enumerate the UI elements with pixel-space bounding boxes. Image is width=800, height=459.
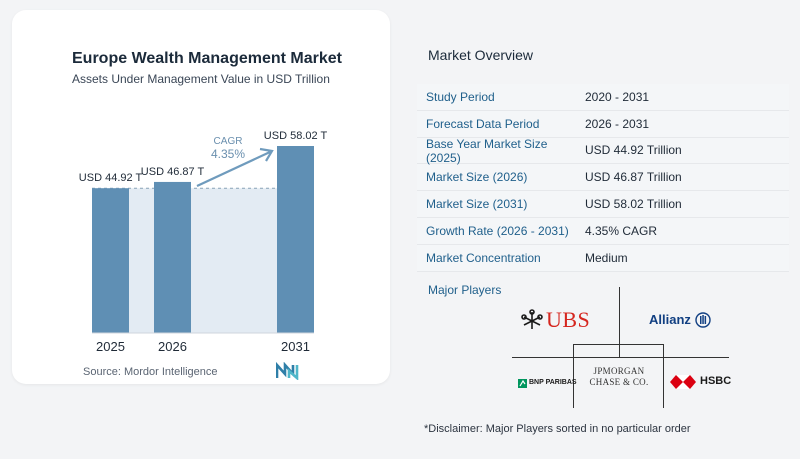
bar xyxy=(92,188,129,333)
category-label: 2031 xyxy=(281,339,310,354)
overview-value: USD 58.02 Trillion xyxy=(585,197,682,212)
hsbc-wordmark: HSBC xyxy=(700,375,732,387)
overview-label: Forecast Data Period xyxy=(426,116,540,131)
source-text: Source: Mordor Intelligence xyxy=(83,366,218,378)
allianz-eagle-icon xyxy=(695,312,711,328)
overview-row: Study Period 2020 - 2031 xyxy=(417,84,789,111)
overview-label: Market Concentration xyxy=(426,250,541,265)
category-label: 2026 xyxy=(158,339,187,354)
jpmorgan-logo: JPMORGAN CHASE & CO. xyxy=(583,366,655,396)
overview-row: Market Size (2031) USD 58.02 Trillion xyxy=(417,191,789,218)
bnp-stars-icon xyxy=(518,379,527,388)
divider xyxy=(512,357,729,358)
overview-value: 2026 - 2031 xyxy=(585,116,650,131)
chart-title: Europe Wealth Management Market xyxy=(72,50,342,67)
mordor-intelligence-logo xyxy=(276,362,299,380)
hsbc-hexagon-icon xyxy=(670,375,696,389)
divider xyxy=(573,344,664,345)
chart-subtitle: Assets Under Management Value in USD Tri… xyxy=(72,72,330,86)
divider xyxy=(619,287,620,357)
major-players-title: Major Players xyxy=(428,283,502,297)
bar-value-label: USD 58.02 T xyxy=(264,130,328,142)
overview-row: Growth Rate (2026 - 2031) 4.35% CAGR xyxy=(417,217,789,245)
market-overview-title: Market Overview xyxy=(428,47,534,63)
overview-label: Study Period xyxy=(426,89,495,104)
cagr-arrow-line xyxy=(196,151,271,187)
cagr-value: 4.35% xyxy=(211,147,245,161)
disclaimer-text: *Disclaimer: Major Players sorted in no … xyxy=(424,423,691,435)
overview-label: Growth Rate (2026 - 2031) xyxy=(426,223,569,238)
divider xyxy=(573,344,574,408)
jpmorgan-line2: CHASE & CO. xyxy=(589,377,649,387)
category-label: 2025 xyxy=(96,339,125,354)
divider xyxy=(663,344,664,408)
allianz-logo: Allianz xyxy=(649,311,711,331)
bar xyxy=(277,146,314,333)
overview-value: USD 44.92 Trillion xyxy=(585,143,682,158)
bar-chart: USD 44.92 T 2025 USD 46.87 T 2026 USD 58.02 … xyxy=(79,130,328,354)
overview-row: Base Year Market Size (2025) USD 44.92 T… xyxy=(417,136,789,165)
cagr-label: CAGR xyxy=(214,136,243,147)
overview-value: USD 46.87 Trillion xyxy=(585,170,682,185)
jpmorgan-line1: JPMORGAN xyxy=(593,366,645,376)
ubs-keys-icon xyxy=(521,309,543,329)
bar-value-label: USD 44.92 T xyxy=(79,172,143,184)
ubs-logo: UBS xyxy=(521,307,593,334)
overview-label: Market Size (2031) xyxy=(426,197,528,212)
overview-value: 4.35% CAGR xyxy=(585,223,658,238)
hsbc-logo: HSBC xyxy=(670,373,732,391)
overview-label: Market Size (2026) xyxy=(426,170,528,185)
cagr-arrowhead xyxy=(259,147,274,162)
overview-value: 2020 - 2031 xyxy=(585,89,650,104)
ubs-wordmark: UBS xyxy=(546,307,591,332)
bnp-wordmark: BNP PARIBAS xyxy=(529,379,577,386)
bnp-paribas-logo: BNP PARIBAS xyxy=(518,378,577,390)
overview-row: Market Concentration Medium xyxy=(417,244,789,272)
bar-value-label: USD 46.87 T xyxy=(141,166,205,178)
overview-row: Forecast Data Period 2026 - 2031 xyxy=(417,110,789,138)
market-overview-table: Study Period 2020 - 2031 Forecast Data P… xyxy=(417,84,789,272)
overview-value: Medium xyxy=(585,250,628,265)
allianz-wordmark: Allianz xyxy=(649,312,691,327)
overview-label: Base Year Market Size (2025) xyxy=(426,136,548,165)
overview-row: Market Size (2026) USD 46.87 Trillion xyxy=(417,164,789,192)
bar xyxy=(154,181,191,333)
